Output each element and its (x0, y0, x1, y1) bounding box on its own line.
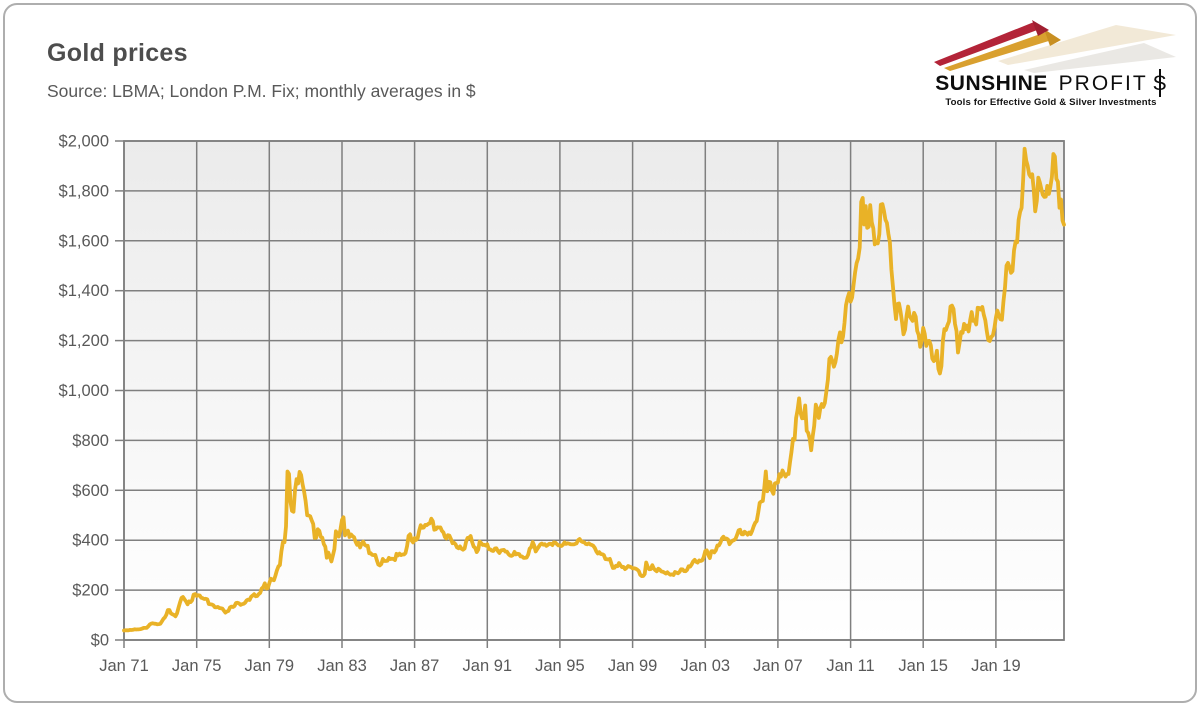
y-tick-label: $400 (72, 532, 109, 550)
x-tick-label: Jan 15 (898, 657, 948, 675)
y-tick-label: $1,800 (59, 182, 109, 200)
x-tick-label: Jan 79 (245, 657, 295, 675)
x-tick-label: Jan 95 (535, 657, 585, 675)
y-tick-label: $1,400 (59, 282, 109, 300)
plot-border (123, 140, 1065, 641)
x-tick-label: Jan 87 (390, 657, 440, 675)
x-tick-label: Jan 99 (608, 657, 658, 675)
y-tick-label: $200 (72, 582, 109, 600)
chart-series (122, 146, 1066, 633)
logo-brand-name: SUNSHINE PROFIT S (923, 73, 1179, 94)
logo-brand-bold: SUNSHINE (935, 72, 1048, 95)
y-tick-label: $0 (91, 632, 109, 650)
chart-axis-labels: Jan 71 Jan 75 Jan 79 Jan 83 Jan 87 Jan 91 Jan … (59, 133, 1021, 676)
chart-source-note: Source: LBMA; London P.M. Fix; monthly a… (47, 81, 476, 101)
logo-brand-regular: PROFIT (1058, 72, 1148, 95)
x-tick-label: Jan 03 (681, 657, 731, 675)
gold-price-chart: Jan 71 Jan 75 Jan 79 Jan 83 Jan 87 Jan 91 Jan … (59, 133, 1066, 676)
x-tick-label: Jan 19 (971, 657, 1021, 675)
y-tick-label: $1,000 (59, 382, 109, 400)
x-tick-label: Jan 71 (99, 657, 149, 675)
logo-brand-dollar-s: S (1152, 72, 1167, 95)
logo-arrows-icon (934, 20, 1176, 73)
chart-card: Gold prices Source: LBMA; London P.M. Fi… (3, 3, 1197, 703)
y-tick-label: $800 (72, 432, 109, 450)
y-tick-label: $1,600 (59, 232, 109, 250)
y-tick-label: $600 (72, 482, 109, 500)
y-tick-label: $2,000 (59, 133, 109, 151)
logo-tagline: Tools for Effective Gold & Silver Invest… (945, 97, 1157, 108)
x-tick-label: Jan 83 (317, 657, 367, 675)
y-tick-label: $1,200 (59, 332, 109, 350)
chart-title: Gold prices (47, 39, 188, 67)
x-tick-label: Jan 91 (463, 657, 513, 675)
x-tick-label: Jan 75 (172, 657, 222, 675)
chart-grid (115, 140, 1065, 648)
x-tick-label: Jan 07 (753, 657, 803, 675)
sunshine-profits-logo: SUNSHINE PROFIT S Tools for Effective Gol… (923, 15, 1179, 113)
gold-price-line (122, 146, 1066, 633)
x-tick-label: Jan 11 (826, 657, 874, 675)
